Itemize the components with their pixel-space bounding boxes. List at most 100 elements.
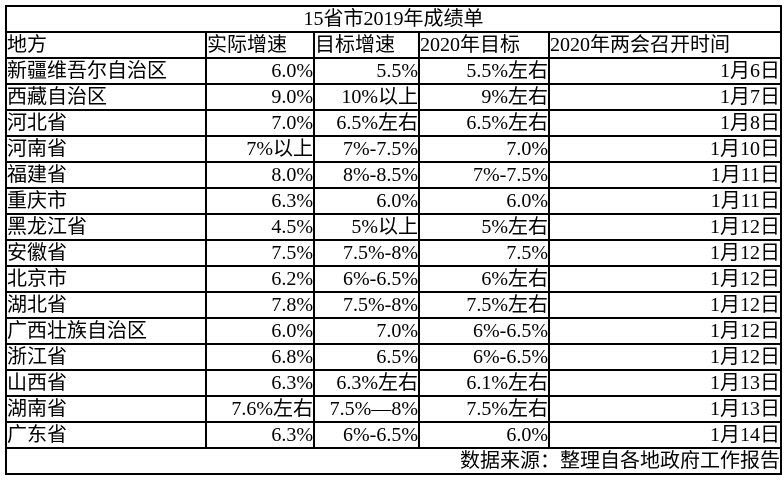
header-row: 地方 实际增速 目标增速 2020年目标 2020年两会召开时间	[5, 31, 783, 59]
value-cell: 7.5%左右	[418, 291, 550, 319]
value-cell: 1月14日	[547, 421, 783, 449]
value-cell: 7.5%	[205, 239, 315, 267]
value-cell: 6.3%	[205, 421, 315, 449]
value-cell: 4.5%	[205, 213, 315, 241]
value-cell: 7%-7.5%	[313, 135, 420, 163]
table-row: 新疆维吾尔自治区 6.0% 5.5% 5.5%左右 1月6日	[5, 57, 783, 85]
value-cell: 6.5%左右	[418, 109, 550, 137]
value-cell: 7.5%左右	[418, 395, 550, 423]
value-cell: 8.0%	[205, 161, 315, 189]
province-cell: 西藏自治区	[5, 83, 207, 111]
table-row: 广东省 6.3% 6%-6.5% 6.0% 1月14日	[5, 421, 783, 449]
value-cell: 6.0%	[205, 57, 315, 85]
table-row: 安徽省 7.5% 7.5%-8% 7.5% 1月12日	[5, 239, 783, 267]
column-header-4: 2020年两会召开时间	[547, 31, 783, 59]
table-row: 重庆市 6.3% 6.0% 6.0% 1月11日	[5, 187, 783, 215]
value-cell: 6.0%	[418, 187, 550, 215]
value-cell: 6%-6.5%	[418, 343, 550, 371]
province-cell: 黑龙江省	[5, 213, 207, 241]
value-cell: 1月10日	[547, 135, 783, 163]
value-cell: 7.5%-8%	[313, 239, 420, 267]
province-cell: 广东省	[5, 421, 207, 449]
value-cell: 6.3%左右	[313, 369, 420, 397]
value-cell: 8%-8.5%	[313, 161, 420, 189]
value-cell: 6.3%	[205, 369, 315, 397]
value-cell: 7.0%	[205, 109, 315, 137]
value-cell: 1月12日	[547, 213, 783, 241]
table-body: 新疆维吾尔自治区 6.0% 5.5% 5.5%左右 1月6日 西藏自治区 9.0% 10%以上…	[5, 57, 783, 449]
table-row: 北京市 6.2% 6%-6.5% 6%左右 1月12日	[5, 265, 783, 293]
table-row: 河北省 7.0% 6.5%左右 6.5%左右 1月8日	[5, 109, 783, 137]
table-row: 浙江省 6.8% 6.5% 6%-6.5% 1月12日	[5, 343, 783, 371]
value-cell: 1月12日	[547, 291, 783, 319]
value-cell: 6.0%	[205, 317, 315, 345]
value-cell: 6.0%	[418, 421, 550, 449]
value-cell: 7.0%	[313, 317, 420, 345]
province-cell: 山西省	[5, 369, 207, 397]
column-header-3: 2020年目标	[418, 31, 550, 59]
value-cell: 1月11日	[547, 187, 783, 215]
table-row: 湖南省 7.6%左右 7.5%—8% 7.5%左右 1月13日	[5, 395, 783, 423]
value-cell: 1月11日	[547, 161, 783, 189]
source-note: 数据来源：整理自各地政府工作报告	[4, 447, 783, 475]
province-cell: 北京市	[5, 265, 207, 293]
value-cell: 7%以上	[205, 135, 315, 163]
value-cell: 1月12日	[547, 343, 783, 371]
report-table: 15省市2019年成绩单 地方 实际增速 目标增速 2020年目标 2020年两会召开时…	[4, 5, 783, 475]
value-cell: 5.5%左右	[418, 57, 550, 85]
table-row: 黑龙江省 4.5% 5%以上 5%左右 1月12日	[5, 213, 783, 241]
value-cell: 6.5%	[313, 343, 420, 371]
table-row: 河南省 7%以上 7%-7.5% 7.0% 1月10日	[5, 135, 783, 163]
value-cell: 1月13日	[547, 369, 783, 397]
value-cell: 6.5%左右	[313, 109, 420, 137]
province-cell: 湖南省	[5, 395, 207, 423]
table-row: 山西省 6.3% 6.3%左右 6.1%左右 1月13日	[5, 369, 783, 397]
value-cell: 6%-6.5%	[313, 421, 420, 449]
value-cell: 1月13日	[547, 395, 783, 423]
value-cell: 7.6%左右	[205, 395, 315, 423]
value-cell: 1月6日	[547, 57, 783, 85]
value-cell: 6%-6.5%	[313, 265, 420, 293]
column-header-0: 地方	[5, 31, 207, 59]
value-cell: 7.8%	[205, 291, 315, 319]
column-header-1: 实际增速	[205, 31, 315, 59]
value-cell: 1月12日	[547, 265, 783, 293]
province-cell: 湖北省	[5, 291, 207, 319]
value-cell: 1月8日	[547, 109, 783, 137]
value-cell: 9%左右	[418, 83, 550, 111]
value-cell: 9.0%	[205, 83, 315, 111]
value-cell: 7.5%—8%	[313, 395, 420, 423]
province-cell: 安徽省	[5, 239, 207, 267]
province-cell: 浙江省	[5, 343, 207, 371]
province-cell: 新疆维吾尔自治区	[5, 57, 207, 85]
value-cell: 5.5%	[313, 57, 420, 85]
province-cell: 河南省	[5, 135, 207, 163]
province-cell: 重庆市	[5, 187, 207, 215]
value-cell: 1月12日	[547, 239, 783, 267]
province-cell: 广西壮族自治区	[5, 317, 207, 345]
table-row: 湖北省 7.8% 7.5%-8% 7.5%左右 1月12日	[5, 291, 783, 319]
table-row: 西藏自治区 9.0% 10%以上 9%左右 1月7日	[5, 83, 783, 111]
value-cell: 7%-7.5%	[418, 161, 550, 189]
value-cell: 7.5%	[418, 239, 550, 267]
value-cell: 6%-6.5%	[418, 317, 550, 345]
value-cell: 6.1%左右	[418, 369, 550, 397]
title-row: 15省市2019年成绩单	[4, 5, 783, 33]
table-row: 福建省 8.0% 8%-8.5% 7%-7.5% 1月11日	[5, 161, 783, 189]
value-cell: 6.0%	[313, 187, 420, 215]
value-cell: 10%以上	[313, 83, 420, 111]
value-cell: 5%左右	[418, 213, 550, 241]
value-cell: 7.0%	[418, 135, 550, 163]
value-cell: 1月7日	[547, 83, 783, 111]
value-cell: 6.2%	[205, 265, 315, 293]
value-cell: 7.5%-8%	[313, 291, 420, 319]
value-cell: 6.8%	[205, 343, 315, 371]
table-row: 广西壮族自治区 6.0% 7.0% 6%-6.5% 1月12日	[5, 317, 783, 345]
value-cell: 1月12日	[547, 317, 783, 345]
column-header-2: 目标增速	[313, 31, 420, 59]
value-cell: 5%以上	[313, 213, 420, 241]
table-title: 15省市2019年成绩单	[4, 5, 783, 33]
value-cell: 6.3%	[205, 187, 315, 215]
source-row: 数据来源：整理自各地政府工作报告	[4, 447, 783, 475]
